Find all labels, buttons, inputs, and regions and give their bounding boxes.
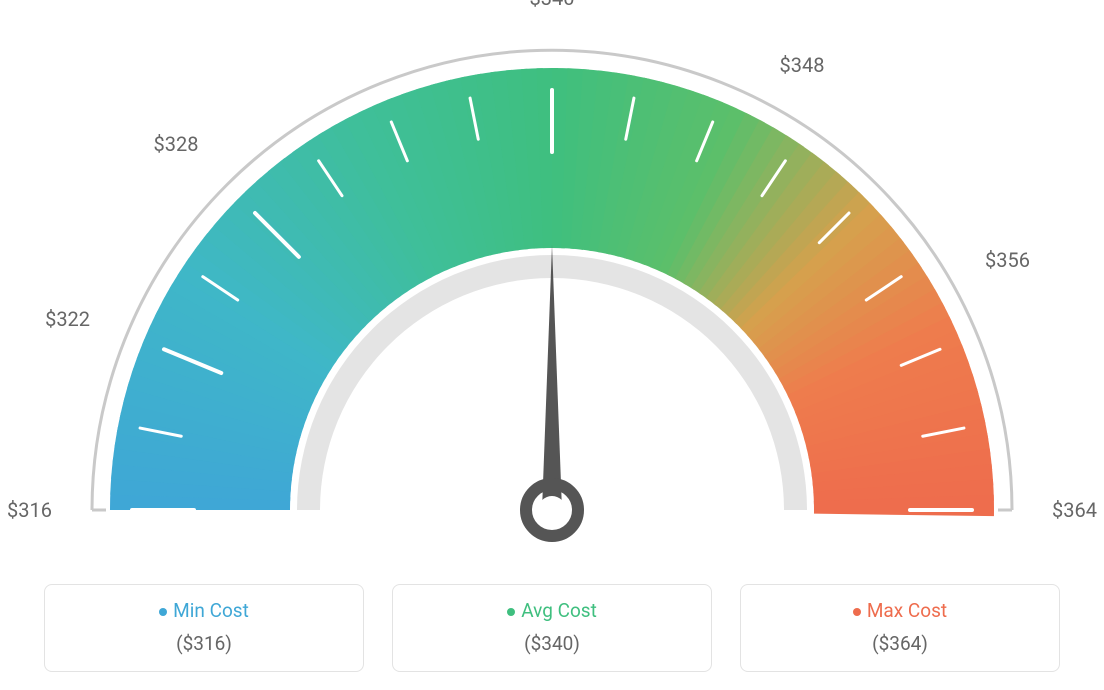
legend-avg-value: ($340): [403, 632, 701, 655]
legend-card-min: Min Cost ($316): [44, 584, 364, 672]
legend-min-value: ($316): [55, 632, 353, 655]
gauge-tick-label: $364: [1052, 498, 1097, 522]
legend-max-title: Max Cost: [751, 599, 1049, 622]
legend-max-value: ($364): [751, 632, 1049, 655]
legend-dot-avg: [507, 608, 515, 616]
gauge-tick-label: $328: [153, 132, 198, 156]
legend-max-label: Max Cost: [867, 599, 947, 622]
legend-dot-min: [159, 608, 167, 616]
legend-min-title: Min Cost: [55, 599, 353, 622]
legend-card-max: Max Cost ($364): [740, 584, 1060, 672]
legend-dot-max: [853, 608, 861, 616]
gauge-tick-label: $316: [7, 498, 52, 522]
gauge-svg: [0, 0, 1104, 560]
gauge-tick-label: $322: [45, 307, 90, 331]
gauge-tick-label: $348: [780, 53, 825, 77]
legend-card-avg: Avg Cost ($340): [392, 584, 712, 672]
gauge-chart: $316 $322 $328 $340 $348 $356 $364: [0, 0, 1104, 560]
legend-row: Min Cost ($316) Avg Cost ($340) Max Cost…: [0, 584, 1104, 672]
legend-avg-title: Avg Cost: [403, 599, 701, 622]
gauge-tick-label: $340: [530, 0, 575, 10]
legend-avg-label: Avg Cost: [521, 599, 597, 622]
legend-min-label: Min Cost: [173, 599, 249, 622]
gauge-tick-label: $356: [985, 248, 1030, 272]
